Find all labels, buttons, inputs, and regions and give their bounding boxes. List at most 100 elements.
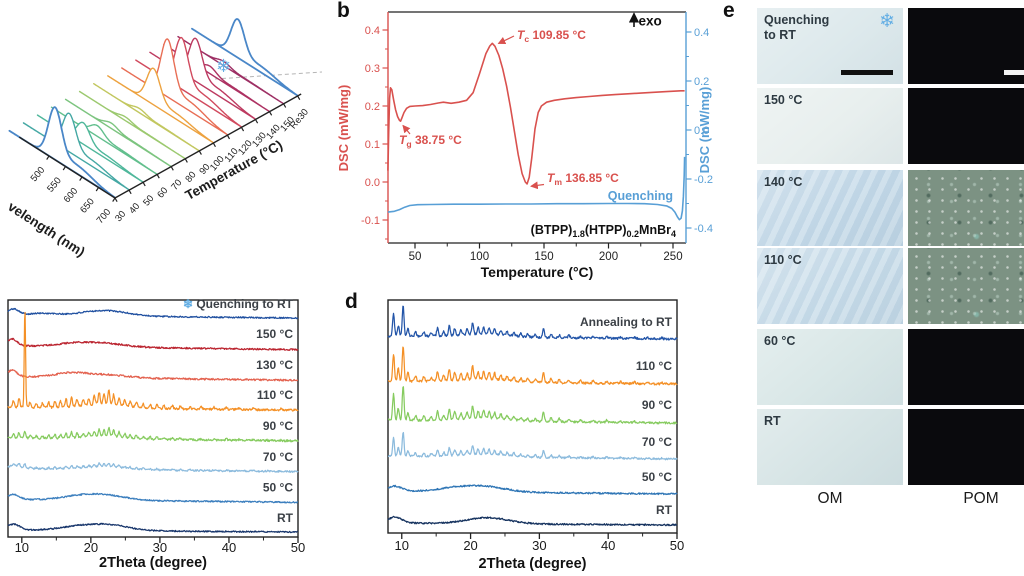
right-tick-label: 0.2 bbox=[694, 76, 709, 88]
bottom-tick-label: 30 bbox=[153, 540, 167, 555]
right-tick-label: 0.0 bbox=[694, 125, 709, 137]
wavelength-axis-tick bbox=[79, 176, 83, 181]
exo-label: exo bbox=[639, 14, 662, 29]
column-label-pom: POM bbox=[963, 490, 999, 507]
xrd-trace-3 bbox=[7, 311, 299, 412]
xrd-trace-1 bbox=[7, 337, 299, 351]
left-tick-label: 0.2 bbox=[365, 101, 380, 113]
emission-curve-80 bbox=[78, 90, 186, 160]
wavelength-axis-tick bbox=[62, 166, 67, 171]
temperature-axis-tick bbox=[212, 142, 216, 148]
om-scale-bar bbox=[841, 70, 893, 75]
back-edge-dashed-line bbox=[214, 71, 323, 80]
wavelength-tick-label: 650 bbox=[78, 196, 97, 215]
left-tick-label: -0.1 bbox=[361, 215, 380, 227]
annotation-arrow-Tc bbox=[497, 35, 515, 45]
plot-box bbox=[7, 299, 299, 538]
annotation-Tm: Tm 136.85 °C bbox=[547, 171, 619, 187]
pom-micrograph-3 bbox=[908, 170, 1024, 246]
om-micrograph-5: 60 °C bbox=[757, 329, 903, 405]
emission-curve-Re30 bbox=[191, 18, 299, 97]
xrd-trace-label: ❄ Quenching to RT bbox=[183, 297, 294, 311]
bottom-tick-label: 200 bbox=[599, 251, 618, 263]
wavelength-axis-tick bbox=[112, 197, 116, 202]
xrd-trace-label: 70 °C bbox=[263, 450, 293, 464]
xrd-trace-5 bbox=[387, 515, 678, 527]
panel-letter-d: d bbox=[345, 290, 358, 313]
pom-micrograph-1 bbox=[908, 8, 1024, 84]
xrd-trace-label: 70 °C bbox=[642, 435, 672, 449]
xrd-trace-0 bbox=[387, 305, 678, 341]
annotation-Tg: Tg 38.75 °C bbox=[399, 133, 462, 149]
xrd-trace-label: RT bbox=[656, 503, 673, 517]
temperature-axis-tick bbox=[198, 150, 202, 155]
wavelength-axis-tick bbox=[46, 155, 50, 160]
temperature-tick-label: 30 bbox=[113, 209, 128, 224]
emission-curve-100 bbox=[107, 67, 215, 144]
emission-curve-40 bbox=[22, 112, 130, 191]
row-label: RT bbox=[764, 414, 781, 428]
temperature-axis-tick bbox=[114, 197, 118, 202]
pom-micrograph-4 bbox=[908, 248, 1024, 324]
xrd-trace-4 bbox=[387, 484, 678, 496]
bottom-tick-label: 100 bbox=[470, 251, 489, 263]
xrd-trace-label: 150 °C bbox=[256, 327, 293, 341]
xrd-trace-0 bbox=[7, 307, 299, 320]
wavelength-tick-label: 500 bbox=[29, 165, 48, 184]
row-label: Quenching to RT bbox=[764, 13, 830, 42]
wavelength-tick-label: 600 bbox=[62, 186, 81, 205]
panel-letter-e: e bbox=[723, 0, 735, 22]
bottom-tick-label: 250 bbox=[663, 251, 682, 263]
bottom-tick-label: 50 bbox=[291, 540, 305, 555]
xrd-trace-label: 50 °C bbox=[263, 481, 293, 495]
dsc-curve-heating bbox=[387, 42, 685, 185]
annotation-arrow-Tm bbox=[530, 181, 545, 190]
x-axis-label: Temperature (°C) bbox=[481, 264, 594, 280]
temperature-axis-tick bbox=[240, 127, 245, 132]
om-micrograph-1: Quenching to RT ❄ bbox=[757, 8, 903, 84]
panel-c-xrd-heating: 10 20 30 40 50 2Theta (degree) ❄ Quenching to … bbox=[0, 285, 340, 576]
temperature-axis-tick bbox=[254, 119, 259, 124]
xrd-trace-7 bbox=[7, 522, 299, 534]
bottom-tick-label: 40 bbox=[222, 540, 236, 555]
temperature-tick-label: Re30 bbox=[288, 107, 311, 131]
x-axis-label: 2Theta (degree) bbox=[99, 555, 207, 571]
temperature-axis-tick bbox=[170, 166, 174, 171]
temperature-axis-tick bbox=[226, 134, 231, 140]
right-tick-label: 0.4 bbox=[694, 27, 709, 39]
panel-letter-b: b bbox=[337, 0, 350, 22]
wavelength-axis-label: velength (nm) bbox=[5, 199, 87, 260]
temperature-axis-tick bbox=[269, 111, 273, 116]
om-micrograph-6: RT bbox=[757, 409, 903, 485]
bottom-tick-label: 20 bbox=[84, 540, 98, 555]
emission-curve-110 bbox=[121, 38, 229, 136]
om-micrograph-4: 110 °C bbox=[757, 248, 903, 324]
xrd-trace-label: RT bbox=[277, 511, 294, 525]
annotation-arrow-Tg bbox=[402, 124, 411, 135]
wavelength-tick-label: 700 bbox=[95, 207, 114, 226]
xrd-trace-2 bbox=[387, 386, 678, 425]
panel-c-plot: 10 20 30 40 50 2Theta (degree) ❄ Quenching to … bbox=[7, 297, 305, 571]
xrd-trace-label: 50 °C bbox=[642, 470, 672, 484]
pom-micrograph-6 bbox=[908, 409, 1024, 485]
panel-b-plot: 0.4 0.3 0.2 0.1 0.0 -0.1 0.4 0.2 0.0 -0.2 -0.4 50 10… bbox=[336, 11, 713, 280]
dsc-curve-Quenching bbox=[387, 156, 686, 221]
xrd-trace-2 bbox=[7, 369, 299, 382]
temperature-axis-tick bbox=[156, 174, 160, 179]
temperature-tick-label: 50 bbox=[141, 193, 156, 208]
quenching-curve-label: Quenching bbox=[608, 189, 673, 203]
xrd-trace-4 bbox=[7, 426, 299, 443]
wavelength-tick-label: 550 bbox=[45, 175, 64, 194]
xrd-trace-1 bbox=[387, 346, 678, 386]
right-tick-label: -0.2 bbox=[694, 174, 713, 186]
row-label: 110 °C bbox=[764, 253, 802, 267]
row-label: 60 °C bbox=[764, 334, 796, 348]
snowflake-icon: ❄ bbox=[879, 11, 895, 32]
pom-scale-bar bbox=[1004, 70, 1024, 75]
right-tick-label: -0.4 bbox=[694, 223, 713, 235]
om-micrograph-2: 150 °C bbox=[757, 88, 903, 164]
wavelength-axis-tick bbox=[95, 187, 100, 192]
bottom-tick-label: 30 bbox=[532, 538, 546, 553]
temperature-axis-tick bbox=[128, 189, 132, 195]
